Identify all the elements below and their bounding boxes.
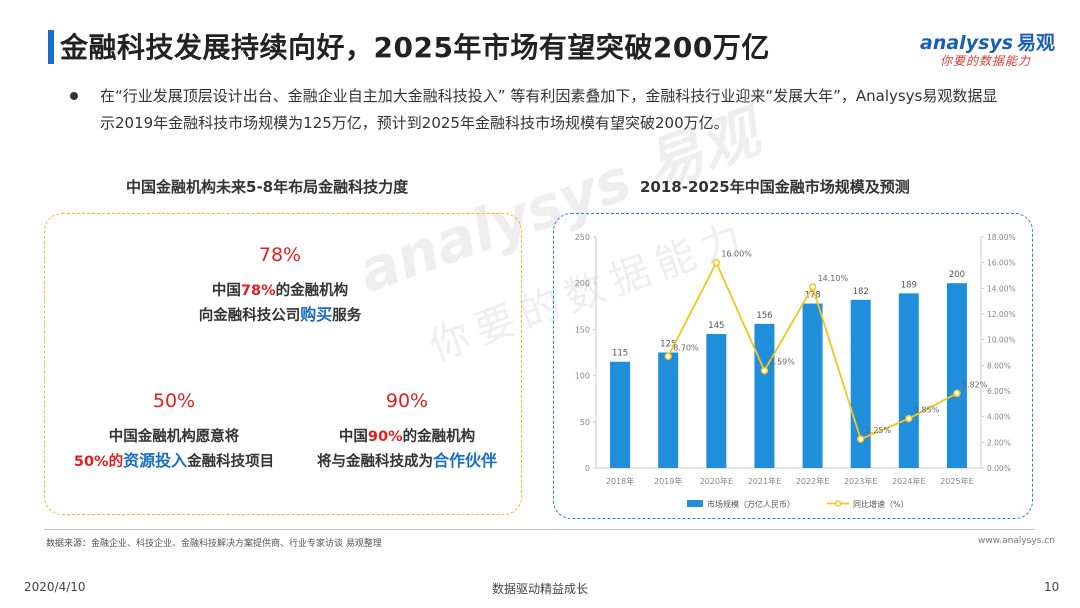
bar: [754, 323, 775, 468]
stat-value-3: 90%: [385, 390, 429, 412]
bar-value-label: 189: [901, 280, 917, 290]
right-tick-label: 2.00%: [987, 438, 1011, 447]
bar-value-label: 156: [756, 311, 772, 321]
bar-value-label: 178: [804, 291, 820, 301]
bar: [658, 352, 679, 468]
legend-bar-swatch: [687, 500, 703, 507]
right-tick-label: 8.00%: [987, 361, 1011, 370]
growth-point: [760, 366, 769, 375]
growth-value-label: 2.25%: [866, 426, 892, 435]
bullet-icon: [70, 92, 78, 100]
stat-text-2: 中国金融机构愿意将 50%的资源投入金融科技项目: [73, 429, 275, 470]
right-panel: [553, 213, 1033, 519]
legend-line-label: 同比增速（%）: [853, 499, 909, 509]
bar-value-label: 182: [853, 287, 869, 297]
growth-value-label: 7.59%: [769, 358, 795, 367]
x-tick-label: 2025年E: [940, 476, 973, 486]
stat-value-2: 50%: [152, 390, 196, 412]
stat-text-1: 中国78%的金融机构 向金融科技公司购买服务: [198, 283, 362, 324]
right-tick-label: 12.00%: [987, 310, 1016, 319]
x-tick-label: 2018年: [606, 476, 634, 486]
left-panel-title: 中国金融机构未来5-8年布局金融科技力度: [126, 178, 409, 196]
growth-point: [808, 283, 817, 291]
growth-point: [712, 258, 721, 267]
stat-value-1: 78%: [258, 244, 302, 266]
right-tick-label: 10.00%: [987, 336, 1016, 345]
right-tick-label: 16.00%: [987, 259, 1016, 268]
growth-value-label: 8.70%: [673, 343, 699, 352]
bar: [610, 361, 631, 468]
right-tick-label: 14.00%: [987, 284, 1016, 293]
x-tick-label: 2022年E: [796, 476, 829, 486]
right-tick-label: 4.00%: [987, 413, 1011, 422]
page-number: 10: [1044, 580, 1060, 594]
bar-value-label: 200: [949, 270, 965, 280]
x-tick-label: 2020年E: [700, 476, 733, 486]
bar: [802, 303, 823, 468]
growth-point: [953, 389, 961, 398]
growth-point: [856, 435, 865, 443]
data-source: 数据来源：金融企业、科技企业、金融科技解决方案提供商、行业专家访谈 易观整理: [46, 539, 382, 549]
bar: [706, 334, 727, 468]
logo-wordmark: analysys 易观: [920, 32, 1056, 54]
market-size-chart: 0 50 100 150 200 250 0.00% 2.00% 4.00% 6.00% 8.00%…: [575, 233, 1016, 509]
page-title: 金融科技发展持续向好，2025年市场有望突破200万亿: [60, 31, 770, 64]
x-tick-label: 2021年E: [748, 476, 781, 486]
left-tick-label: 0: [585, 464, 590, 473]
footer-slogan: 数据驱动精益成长: [491, 582, 588, 596]
x-tick-label: 2024年E: [892, 476, 925, 486]
intro-paragraph: 在“行业发展顶层设计出台、金融企业自主加大金融科技投入” 等有利因素叠加下，金融…: [100, 87, 998, 132]
left-tick-label: 150: [575, 325, 590, 334]
x-tick-label: 2019年: [654, 476, 682, 486]
bar-value-label: 115: [612, 349, 628, 359]
website-url: www.analysys.cn: [978, 536, 1055, 546]
title-accent-bar: [48, 30, 54, 64]
left-tick-label: 50: [580, 418, 590, 427]
legend-bar-label: 市场规模（万亿人民币）: [707, 499, 795, 509]
bar-value-label: 145: [708, 321, 724, 331]
stat-text-3: 中国90%的金融机构 将与金融科技成为合作伙伴: [316, 429, 497, 470]
brand-logo: analysys 易观 你要的数据能力: [920, 28, 1055, 70]
growth-value-label: 3.85%: [914, 406, 940, 415]
x-tick-label: 2023年E: [844, 476, 877, 486]
right-tick-label: 6.00%: [987, 387, 1011, 396]
left-tick-label: 100: [575, 372, 590, 381]
bar-value-label: 125: [660, 340, 676, 350]
chart-title: 2018-2025年中国金融市场规模及预测: [640, 178, 910, 196]
left-panel: [44, 213, 522, 515]
bar: [898, 293, 919, 468]
left-tick-label: 200: [575, 279, 590, 288]
growth-value-label: 5.82%: [962, 380, 988, 389]
right-tick-label: 0.00%: [987, 464, 1011, 473]
growth-value-label: 16.00%: [721, 250, 752, 259]
footer-divider: [44, 529, 1034, 530]
logo-slogan: 你要的数据能力: [940, 54, 1032, 68]
legend-line-marker: [834, 500, 842, 507]
growth-point: [664, 352, 672, 361]
bar: [946, 283, 967, 468]
growth-value-label: 14.10%: [818, 274, 849, 283]
right-tick-label: 18.00%: [987, 233, 1016, 242]
footer-date: 2020/4/10: [24, 580, 86, 594]
growth-point: [905, 414, 913, 423]
left-tick-label: 250: [575, 233, 590, 242]
